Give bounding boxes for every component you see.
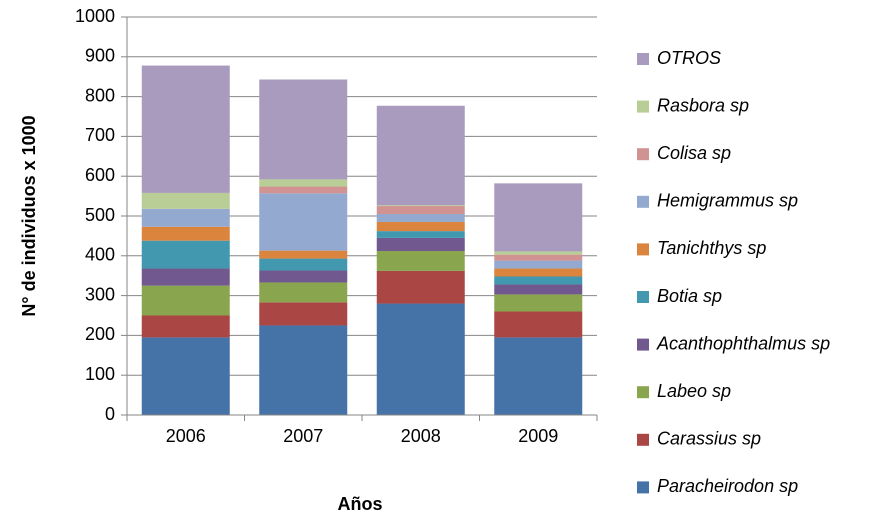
bar-segment — [259, 258, 348, 271]
bar-segment — [494, 284, 583, 295]
legend-swatch — [637, 53, 649, 65]
legend-label: Labeo sp — [657, 381, 731, 401]
bar-segment — [259, 193, 348, 251]
bar-segment — [494, 337, 583, 415]
y-tick-label: 700 — [85, 125, 115, 145]
bar-segment — [259, 282, 348, 303]
bar-segment — [141, 285, 230, 316]
bar-segment — [141, 65, 230, 193]
legend-swatch — [637, 481, 649, 494]
bar-segment — [259, 325, 348, 415]
bar-segment — [376, 270, 465, 304]
bar-segment — [376, 303, 465, 415]
bar-segment — [376, 105, 465, 206]
x-tick-label: 2009 — [518, 426, 558, 446]
y-tick-label: 300 — [85, 284, 115, 304]
legend-label: Rasbora sp — [657, 95, 749, 115]
legend-swatch — [637, 433, 649, 446]
legend-swatch — [637, 148, 649, 161]
y-tick-label: 400 — [85, 245, 115, 265]
bar-segment — [141, 226, 230, 241]
legend-label: Paracheirodon sp — [657, 476, 798, 496]
bar-segment — [259, 79, 348, 180]
bar-segment — [259, 186, 348, 194]
bar-segment — [259, 270, 348, 283]
legend-swatch — [637, 338, 649, 351]
bar-segment — [376, 214, 465, 222]
bar-segment — [259, 302, 348, 326]
legend-label: Colisa sp — [657, 143, 731, 163]
x-tick-label: 2008 — [401, 426, 441, 446]
bar-segment — [141, 268, 230, 286]
legend-label: OTROS — [657, 48, 721, 68]
y-tick-label: 200 — [85, 324, 115, 344]
y-tick-label: 900 — [85, 46, 115, 66]
bar-segment — [376, 237, 465, 252]
bar-segment — [141, 240, 230, 269]
bar-segment — [494, 311, 583, 338]
bar-segment — [376, 221, 465, 232]
bar-segment — [376, 231, 465, 238]
legend-label: Carassius sp — [657, 429, 761, 449]
x-tick-label: 2006 — [166, 426, 206, 446]
legend-label: Acanthophthalmus sp — [656, 333, 830, 353]
bar-segment — [259, 179, 348, 187]
legend-label: Botia sp — [657, 286, 722, 306]
bar-segment — [494, 254, 583, 261]
bar-segment — [494, 251, 583, 255]
bar-segment — [494, 276, 583, 285]
bar-segment — [259, 250, 348, 259]
legend-label: Tanichthys sp — [657, 238, 766, 258]
legend-swatch — [637, 100, 649, 113]
bar-segment — [494, 260, 583, 269]
legend-swatch — [637, 386, 649, 399]
y-tick-label: 100 — [85, 364, 115, 384]
y-tick-label: 500 — [85, 205, 115, 225]
legend-swatch — [637, 195, 649, 208]
bar-segment — [376, 251, 465, 271]
y-tick-label: 800 — [85, 85, 115, 105]
y-tick-label: 1000 — [75, 6, 115, 26]
y-tick-label: 600 — [85, 165, 115, 185]
bar-segment — [376, 205, 465, 207]
bar-segment — [494, 294, 583, 312]
legend-label: Hemigrammus sp — [657, 191, 798, 211]
bar-segment — [141, 315, 230, 338]
bar-segment — [494, 268, 583, 277]
y-axis-title: N° de individuos x 1000 — [19, 115, 39, 316]
bar-segment — [376, 206, 465, 215]
legend-swatch — [637, 243, 649, 256]
x-axis-title: Años — [338, 494, 383, 514]
x-tick-label: 2007 — [283, 426, 323, 446]
bar-segment — [494, 183, 583, 252]
bar-segment — [141, 208, 230, 227]
y-tick-label: 0 — [105, 404, 115, 424]
bar-segment — [141, 337, 230, 415]
legend-swatch — [637, 291, 649, 303]
bar-segment — [141, 192, 230, 209]
